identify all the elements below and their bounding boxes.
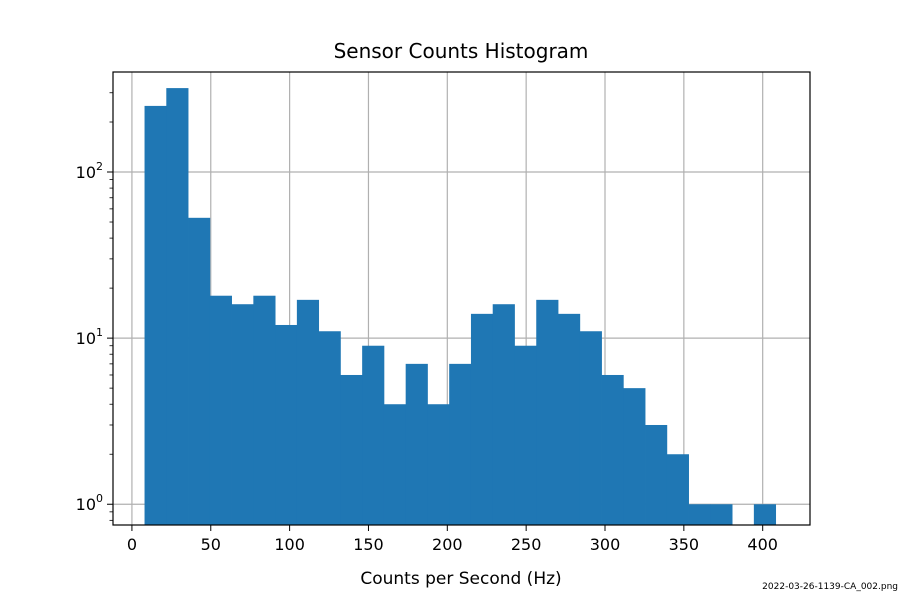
histogram-bar-0 [144, 105, 167, 525]
histogram-bar-5 [253, 295, 276, 525]
histogram-bar-23 [645, 424, 668, 525]
histogram-bar-22 [623, 388, 646, 525]
x-tick-label-0: 0 [127, 535, 137, 554]
y-tick-label-10: 101 [76, 326, 103, 348]
histogram-bar-20 [579, 331, 602, 525]
histogram-bar-12 [405, 363, 428, 525]
histogram-bar-24 [666, 454, 689, 525]
plot-frame [112, 71, 811, 526]
x-tick-label-250: 250 [511, 535, 542, 554]
x-tick-label-200: 200 [432, 535, 463, 554]
histogram-bar-16 [492, 304, 515, 525]
histogram-bar-26 [710, 504, 733, 525]
histogram-bar-17 [514, 345, 537, 525]
histogram-bar-13 [427, 404, 450, 525]
ticks-layer: 0 50 100 150 200 250 300 350 400 100 101 102 [76, 92, 778, 554]
footer-filename: 2022-03-26-1139-CA_002.png [762, 582, 898, 592]
histogram-bar-7 [296, 299, 320, 525]
histogram-bar-14 [449, 363, 472, 525]
histogram-bar-6 [275, 324, 298, 525]
x-tick-label-100: 100 [274, 535, 305, 554]
histogram-bar-15 [470, 313, 494, 525]
histogram-bar-18 [536, 299, 559, 525]
bars-layer [144, 88, 777, 525]
histogram-bar-9 [340, 374, 363, 525]
histogram-bar-1 [166, 88, 189, 525]
histogram-bar-25 [688, 504, 711, 525]
histogram-bar-11 [383, 404, 407, 525]
x-tick-label-150: 150 [353, 535, 384, 554]
x-tick-label-400: 400 [747, 535, 778, 554]
x-axis-label: Counts per Second (Hz) [360, 569, 561, 589]
histogram-bar-21 [601, 374, 624, 525]
histogram-bar-19 [558, 313, 581, 525]
chart-title: Sensor Counts Histogram [334, 39, 589, 63]
histogram-bar-2 [188, 217, 211, 525]
x-tick-label-50: 50 [201, 535, 221, 554]
histogram-bar-8 [318, 331, 341, 525]
histogram-bar-3 [209, 295, 232, 525]
histogram-bar-28 [753, 504, 777, 525]
x-tick-label-350: 350 [669, 535, 700, 554]
histogram-bar-10 [362, 345, 385, 525]
y-tick-label-1: 100 [76, 492, 103, 514]
histogram-bar-4 [231, 304, 254, 525]
y-tick-label-100: 102 [76, 160, 103, 182]
x-tick-label-300: 300 [590, 535, 621, 554]
